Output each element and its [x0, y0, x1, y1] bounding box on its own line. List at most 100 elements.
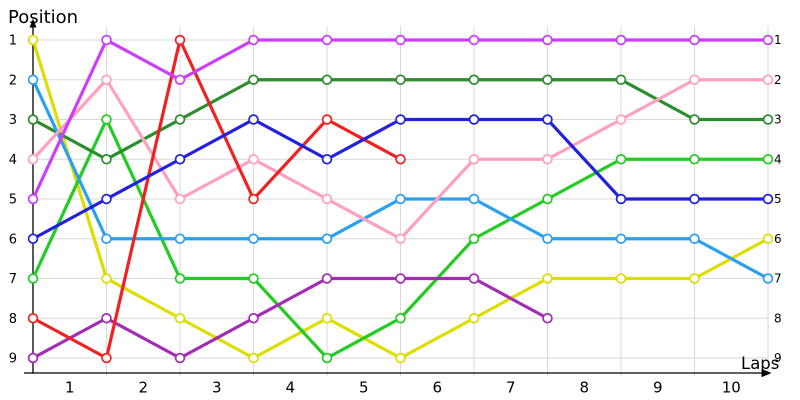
- series-point-magenta[interactable]: [542, 34, 553, 46]
- series-point-magenta[interactable]: [468, 34, 480, 46]
- series-point-red[interactable]: [101, 352, 112, 364]
- y-tick-label-left: 6: [9, 232, 17, 247]
- series-point-bright-green[interactable]: [468, 233, 480, 245]
- series-point-bright-green[interactable]: [615, 154, 627, 165]
- series-point-dark-green[interactable]: [27, 114, 39, 125]
- series-point-dark-blue[interactable]: [174, 154, 186, 165]
- series-point-light-blue[interactable]: [615, 233, 627, 245]
- series-point-light-blue[interactable]: [27, 74, 39, 85]
- series-point-light-blue[interactable]: [174, 233, 186, 245]
- series-point-dark-green[interactable]: [615, 74, 627, 85]
- series-point-dark-green[interactable]: [468, 74, 480, 85]
- series-point-light-blue[interactable]: [101, 233, 112, 245]
- series-point-light-blue[interactable]: [468, 193, 480, 205]
- series-point-yellow[interactable]: [615, 273, 627, 284]
- series-point-yellow[interactable]: [395, 352, 406, 364]
- series-point-yellow[interactable]: [248, 352, 259, 364]
- series-point-bright-green[interactable]: [248, 273, 259, 284]
- y-tick-label-right: 4: [774, 152, 782, 166]
- series-point-pink[interactable]: [615, 114, 627, 125]
- series-point-dark-green[interactable]: [395, 74, 406, 85]
- series-point-light-blue[interactable]: [248, 233, 259, 245]
- series-point-dark-blue[interactable]: [395, 114, 406, 125]
- y-tick-label-left: 7: [9, 272, 17, 287]
- series-point-bright-green[interactable]: [321, 352, 333, 364]
- series-point-dark-green[interactable]: [762, 114, 774, 125]
- x-tick-label: 6: [432, 379, 442, 397]
- series-point-dark-green[interactable]: [321, 74, 333, 85]
- series-point-bright-green[interactable]: [395, 313, 406, 324]
- series-point-pink[interactable]: [101, 74, 112, 85]
- y-tick-label-left: 2: [9, 73, 17, 88]
- series-point-dark-green[interactable]: [101, 154, 112, 165]
- series-point-dark-blue[interactable]: [101, 193, 112, 205]
- series-point-pink[interactable]: [174, 193, 186, 205]
- series-point-yellow[interactable]: [174, 313, 186, 324]
- series-point-light-blue[interactable]: [762, 273, 774, 284]
- series-point-magenta[interactable]: [762, 34, 774, 46]
- series-point-bright-green[interactable]: [689, 154, 700, 165]
- series-point-purple[interactable]: [542, 313, 553, 324]
- series-point-pink[interactable]: [468, 154, 480, 165]
- series-point-magenta[interactable]: [101, 34, 112, 46]
- series-point-red[interactable]: [395, 154, 406, 165]
- series-point-dark-blue[interactable]: [762, 193, 774, 205]
- series-point-yellow[interactable]: [101, 273, 112, 284]
- series-point-purple[interactable]: [321, 273, 333, 284]
- series-point-yellow[interactable]: [762, 233, 774, 245]
- series-point-yellow[interactable]: [27, 34, 39, 46]
- series-point-pink[interactable]: [689, 74, 700, 85]
- series-point-purple[interactable]: [27, 352, 39, 364]
- series-point-dark-green[interactable]: [689, 114, 700, 125]
- series-point-bright-green[interactable]: [27, 273, 39, 284]
- series-point-dark-green[interactable]: [542, 74, 553, 85]
- series-point-bright-green[interactable]: [101, 114, 112, 125]
- series-point-magenta[interactable]: [321, 34, 333, 46]
- series-line-purple[interactable]: [31, 276, 550, 360]
- series-point-bright-green[interactable]: [762, 154, 774, 165]
- series-line-red[interactable]: [31, 38, 403, 360]
- series-point-dark-blue[interactable]: [615, 193, 627, 205]
- series-point-dark-blue[interactable]: [689, 193, 700, 205]
- series-point-red[interactable]: [27, 313, 39, 324]
- series-point-dark-green[interactable]: [248, 74, 259, 85]
- y-tick-label-right: 5: [774, 192, 782, 206]
- series-point-purple[interactable]: [248, 313, 259, 324]
- series-point-pink[interactable]: [321, 193, 333, 205]
- series-point-red[interactable]: [248, 193, 259, 205]
- series-point-dark-blue[interactable]: [321, 154, 333, 165]
- series-point-dark-blue[interactable]: [468, 114, 480, 125]
- series-point-pink[interactable]: [542, 154, 553, 165]
- series-point-red[interactable]: [321, 114, 333, 125]
- series-point-yellow[interactable]: [689, 273, 700, 284]
- series-point-purple[interactable]: [395, 273, 406, 284]
- series-point-purple[interactable]: [468, 273, 480, 284]
- series-point-dark-green[interactable]: [174, 114, 186, 125]
- series-point-magenta[interactable]: [615, 34, 627, 46]
- series-point-dark-blue[interactable]: [542, 114, 553, 125]
- series-point-red[interactable]: [174, 34, 186, 46]
- series-point-light-blue[interactable]: [395, 193, 406, 205]
- series-point-magenta[interactable]: [27, 193, 39, 205]
- series-point-light-blue[interactable]: [321, 233, 333, 245]
- x-tick-label: 8: [579, 379, 589, 397]
- series-point-pink[interactable]: [27, 154, 39, 165]
- series-point-magenta[interactable]: [248, 34, 259, 46]
- series-point-pink[interactable]: [248, 154, 259, 165]
- series-point-magenta[interactable]: [395, 34, 406, 46]
- series-point-yellow[interactable]: [468, 313, 480, 324]
- series-point-purple[interactable]: [101, 313, 112, 324]
- series-point-bright-green[interactable]: [542, 193, 553, 205]
- series-point-light-blue[interactable]: [542, 233, 553, 245]
- series-point-dark-blue[interactable]: [27, 233, 39, 245]
- series-point-yellow[interactable]: [321, 313, 333, 324]
- series-point-pink[interactable]: [762, 74, 774, 85]
- series-point-purple[interactable]: [174, 352, 186, 364]
- series-point-yellow[interactable]: [542, 273, 553, 284]
- series-point-bright-green[interactable]: [174, 273, 186, 284]
- series-point-light-blue[interactable]: [689, 233, 700, 245]
- series-point-dark-blue[interactable]: [248, 114, 259, 125]
- series-point-magenta[interactable]: [174, 74, 186, 85]
- series-point-pink[interactable]: [395, 233, 406, 245]
- series-point-magenta[interactable]: [689, 34, 700, 46]
